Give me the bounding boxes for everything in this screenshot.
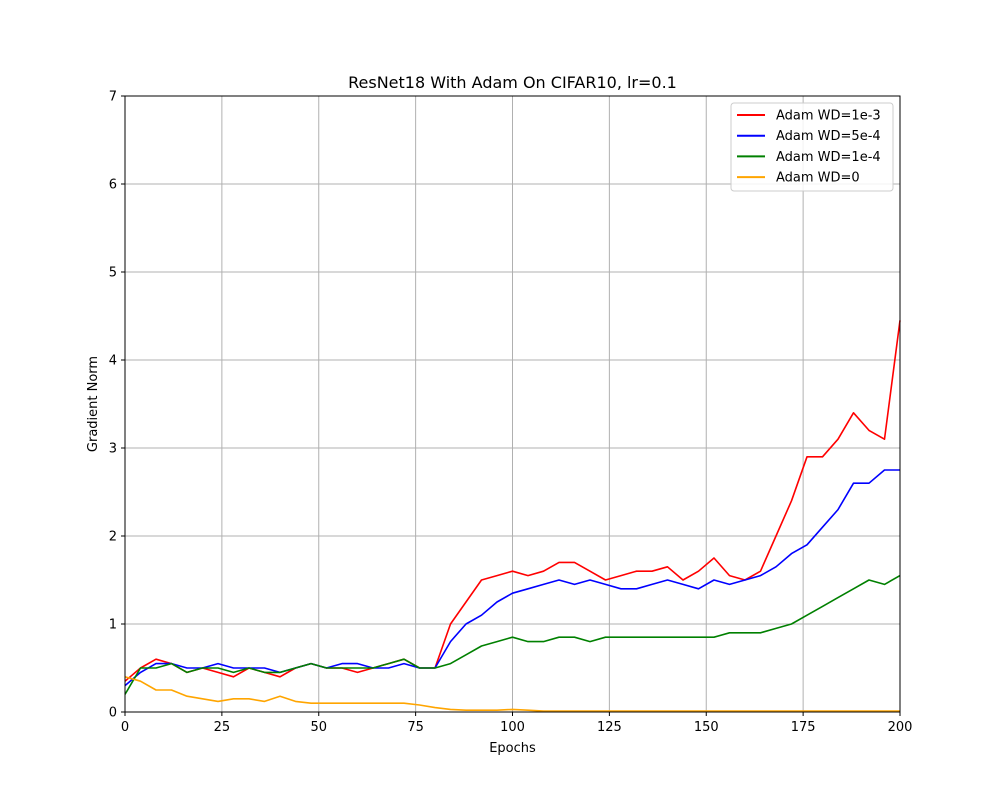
legend-label: Adam WD=5e-4	[776, 129, 881, 144]
y-axis-ticks: 0 1 2 3 4 5 6 7	[109, 90, 125, 721]
y-tick-label: 4	[109, 354, 117, 369]
x-axis-label: Epochs	[489, 741, 536, 756]
legend-label: Adam WD=1e-4	[776, 150, 881, 165]
x-axis-ticks: 0 25 50 75 100 125 150 175 200	[121, 712, 913, 735]
plot-series	[124, 320, 901, 712]
x-tick-label: 100	[500, 720, 525, 735]
y-tick-label: 3	[109, 442, 117, 457]
series-line-4	[124, 676, 900, 712]
y-tick-label: 7	[109, 90, 117, 105]
legend-label: Adam WD=0	[776, 171, 860, 186]
x-tick-label: 175	[791, 720, 816, 735]
legend-label: Adam WD=1e-3	[776, 109, 881, 124]
x-tick-label: 125	[597, 720, 622, 735]
y-tick-label: 0	[109, 706, 117, 721]
y-tick-label: 5	[109, 266, 117, 281]
x-tick-label: 25	[214, 720, 231, 735]
series-line-2	[124, 469, 900, 687]
legend-box	[730, 102, 894, 192]
x-tick-label: 200	[888, 720, 913, 735]
series-line-3	[124, 574, 901, 695]
x-tick-label: 75	[407, 720, 424, 735]
legend: Adam WD=1e-3 Adam WD=5e-4 Adam WD=1e-4 Adam…	[730, 102, 894, 192]
x-tick-label: 50	[310, 720, 327, 735]
y-tick-label: 6	[109, 178, 117, 193]
y-tick-label: 1	[109, 618, 117, 633]
y-tick-label: 2	[109, 530, 117, 545]
chart-title: ResNet18 With Adam On CIFAR10, lr=0.1	[348, 73, 677, 92]
x-tick-label: 150	[694, 720, 719, 735]
y-axis-label: Gradient Norm	[86, 356, 101, 452]
x-tick-label: 0	[121, 720, 129, 735]
